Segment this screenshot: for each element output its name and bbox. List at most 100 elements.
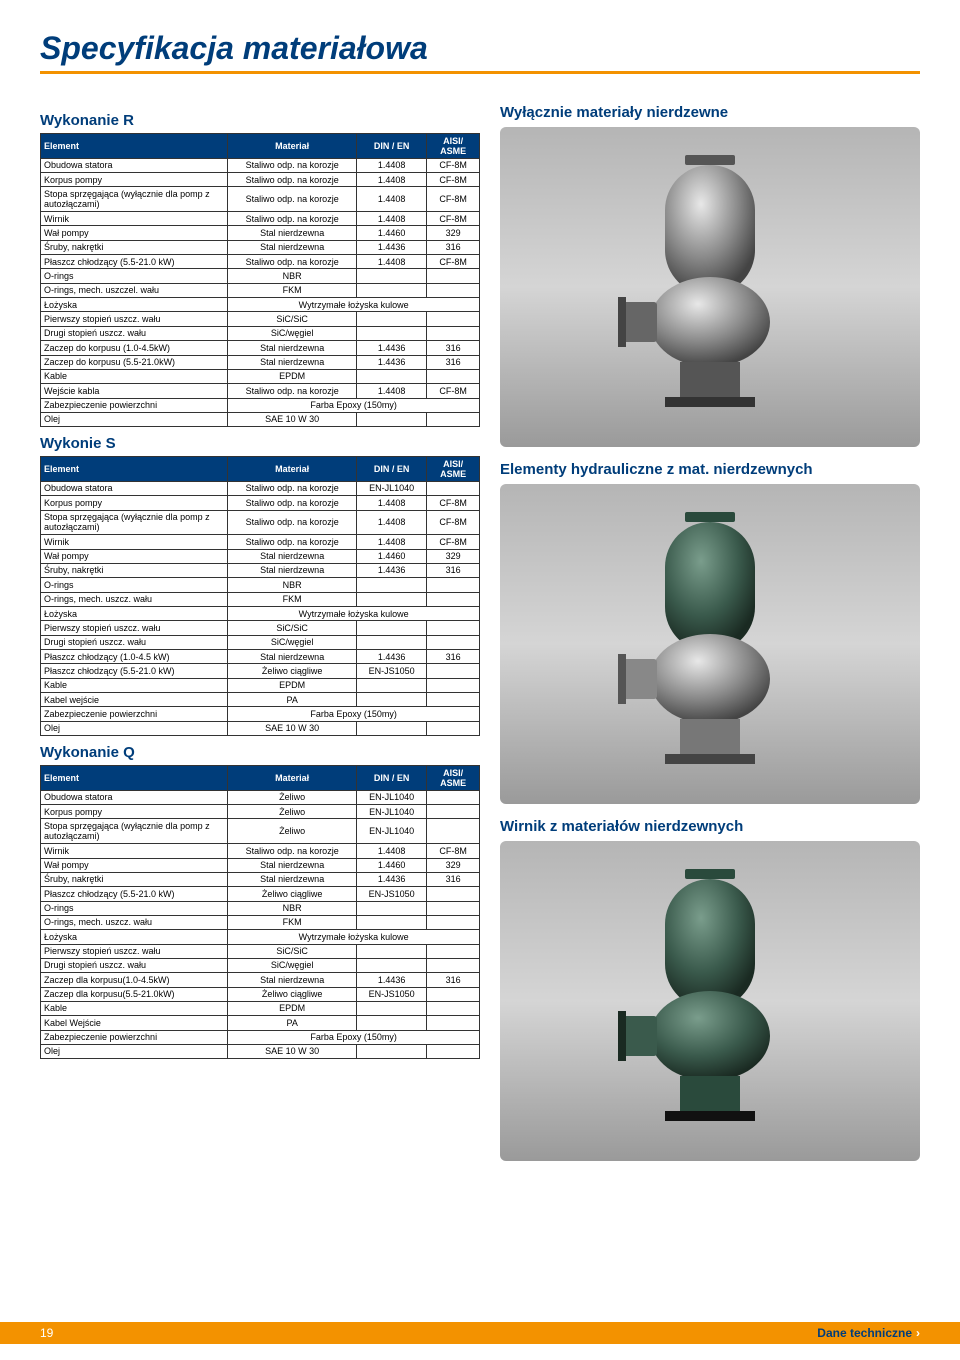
cell-material: SiC/SiC [228, 312, 357, 326]
cell-material-span: Wytrzymałe łożyska kulowe [228, 298, 480, 312]
cell-din [357, 269, 427, 283]
cell-material: Żeliwo ciągliwe [228, 664, 357, 678]
cell-din: 1.4436 [357, 872, 427, 886]
cell-din [357, 592, 427, 606]
cell-aisi [427, 915, 480, 929]
cell-material: Staliwo odp. na korozje [228, 481, 357, 495]
cell-din [357, 678, 427, 692]
table-row: Stopa sprzęgająca (wyłącznie dla pomp z … [41, 819, 480, 844]
cell-aisi [427, 1001, 480, 1015]
cell-din [357, 693, 427, 707]
table-row: Śruby, nakrętkiStal nierdzewna1.4436316 [41, 563, 480, 577]
table-row: Zaczep do korpusu (5.5-21.0kW)Stal nierd… [41, 355, 480, 369]
cell-aisi: CF-8M [427, 255, 480, 269]
cell-element: Zaczep dla korpusu(5.5-21.0kW) [41, 987, 228, 1001]
left-column: Wykonanie R ElementMateriałDIN / ENAISI/… [40, 104, 480, 1175]
cell-din: 1.4408 [357, 510, 427, 535]
cell-element: Obudowa statora [41, 790, 228, 804]
table-row: O-ringsNBR [41, 269, 480, 283]
table-header: Materiał [228, 134, 357, 159]
cell-aisi: 316 [427, 973, 480, 987]
cell-material: SiC/SiC [228, 944, 357, 958]
cell-material: NBR [228, 901, 357, 915]
table-row: Zabezpieczenie powierzchniFarba Epoxy (1… [41, 398, 480, 412]
cell-din [357, 635, 427, 649]
cell-aisi [427, 721, 480, 735]
cell-aisi: CF-8M [427, 158, 480, 172]
cell-material: Stal nierdzewna [228, 858, 357, 872]
cell-aisi [427, 592, 480, 606]
cell-aisi: 316 [427, 650, 480, 664]
table-header: DIN / EN [357, 134, 427, 159]
table-header: DIN / EN [357, 766, 427, 791]
cell-element: Wał pompy [41, 858, 228, 872]
table-row: Śruby, nakrętkiStal nierdzewna1.4436316 [41, 872, 480, 886]
cell-din: 1.4408 [357, 384, 427, 398]
section-title-r: Wykonanie R [40, 112, 480, 129]
cell-element: Olej [41, 412, 228, 426]
cell-material: Żeliwo [228, 805, 357, 819]
table-row: Kabel wejściePA [41, 693, 480, 707]
cell-element: Wirnik [41, 535, 228, 549]
cell-element: Zabezpieczenie powierzchni [41, 398, 228, 412]
cell-din [357, 1001, 427, 1015]
cell-element: Kabel wejście [41, 693, 228, 707]
cell-material: FKM [228, 915, 357, 929]
cell-aisi [427, 805, 480, 819]
cell-din: 1.4436 [357, 355, 427, 369]
cell-material: SiC/węgiel [228, 326, 357, 340]
section-title-q: Wykonanie Q [40, 744, 480, 761]
cell-material-span: Farba Epoxy (150my) [228, 398, 480, 412]
table-header: Element [41, 766, 228, 791]
cell-material: Staliwo odp. na korozje [228, 844, 357, 858]
cell-din [357, 578, 427, 592]
cell-aisi [427, 987, 480, 1001]
table-row: KableEPDM [41, 1001, 480, 1015]
cell-material: NBR [228, 269, 357, 283]
right-label-3: Wirnik z materiałów nierdzewnych [500, 818, 920, 835]
table-row: Obudowa statoraStaliwo odp. na korozje1.… [41, 158, 480, 172]
cell-aisi [427, 958, 480, 972]
cell-din [357, 283, 427, 297]
cell-din: EN-JS1050 [357, 664, 427, 678]
cell-element: Płaszcz chłodzący (1.0-4.5 kW) [41, 650, 228, 664]
table-row: Zaczep do korpusu (1.0-4.5kW)Stal nierdz… [41, 341, 480, 355]
table-row: Kabel WejściePA [41, 1016, 480, 1030]
table-row: Płaszcz chłodzący (5.5-21.0 kW)Staliwo o… [41, 255, 480, 269]
cell-element: Korpus pompy [41, 496, 228, 510]
table-row: Korpus pompyStaliwo odp. na korozje1.440… [41, 173, 480, 187]
cell-element: Drugi stopień uszcz. wału [41, 958, 228, 972]
table-row: Korpus pompyŻeliwoEN-JL1040 [41, 805, 480, 819]
cell-aisi [427, 887, 480, 901]
table-row: ŁożyskaWytrzymałe łożyska kulowe [41, 607, 480, 621]
table-row: Zabezpieczenie powierzchniFarba Epoxy (1… [41, 1030, 480, 1044]
cell-din: EN-JL1040 [357, 481, 427, 495]
cell-element: Stopa sprzęgająca (wyłącznie dla pomp z … [41, 510, 228, 535]
cell-material: Żeliwo [228, 790, 357, 804]
table-q: ElementMateriałDIN / ENAISI/ ASMEObudowa… [40, 765, 480, 1059]
cell-aisi: 329 [427, 226, 480, 240]
cell-material: Staliwo odp. na korozje [228, 173, 357, 187]
right-label-1: Wyłącznie materiały nierdzewne [500, 104, 920, 121]
table-row: Zabezpieczenie powierzchniFarba Epoxy (1… [41, 707, 480, 721]
cell-material-span: Farba Epoxy (150my) [228, 1030, 480, 1044]
table-header: AISI/ ASME [427, 766, 480, 791]
cell-din: 1.4436 [357, 563, 427, 577]
table-row: O-ringsNBR [41, 578, 480, 592]
cell-aisi: 316 [427, 563, 480, 577]
cell-din: 1.4436 [357, 650, 427, 664]
cell-din [357, 1016, 427, 1030]
cell-aisi [427, 578, 480, 592]
cell-din: 1.4408 [357, 496, 427, 510]
cell-material: FKM [228, 283, 357, 297]
table-header: Element [41, 134, 228, 159]
cell-din: EN-JL1040 [357, 805, 427, 819]
cell-material: NBR [228, 578, 357, 592]
cell-element: Pierwszy stopień uszcz. wału [41, 621, 228, 635]
cell-aisi [427, 621, 480, 635]
table-row: O-rings, mech. uszcz. wałuFKM [41, 592, 480, 606]
table-r: ElementMateriałDIN / ENAISI/ ASMEObudowa… [40, 133, 480, 427]
cell-aisi [427, 326, 480, 340]
cell-element: Śruby, nakrętki [41, 872, 228, 886]
cell-aisi [427, 635, 480, 649]
